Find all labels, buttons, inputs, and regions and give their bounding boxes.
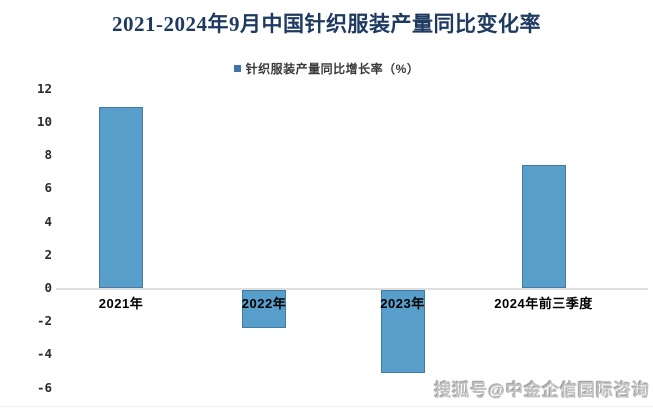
y-axis-tick-6: 6 [44,180,52,196]
bar-2021年 [99,107,143,288]
image-bottom-edge [0,406,653,407]
legend-label: 针织服装产量同比增长率（%） [245,61,420,76]
y-axis-tick--4: -4 [36,346,52,362]
y-axis-tick-10: 10 [36,114,52,129]
y-axis-tick-8: 8 [44,147,52,163]
bar-2022年 [242,290,286,329]
legend-marker-icon [233,64,241,72]
x-axis-zero-line [56,288,648,290]
y-axis-tick-0: 0 [44,280,52,295]
watermark: 搜狐号@中金企信国际咨询 [434,381,650,400]
legend: 针织服装产量同比增长率（%） [0,60,653,76]
y-axis-tick--2: -2 [36,313,52,329]
y-axis-tick-12: 12 [36,80,52,96]
chart-title: 2021-2024年9月中国针织服装产量同比变化率 [112,12,541,36]
y-axis-tick--6: -6 [36,379,52,395]
x-axis-label-2021年: 2021年 [98,296,144,311]
y-axis-tick-4: 4 [44,213,52,229]
x-axis-label-2022年: 2022年 [241,296,287,311]
bar-2024年前三季度 [521,165,566,288]
x-axis-label-2023年: 2023年 [380,296,425,311]
x-axis-label-2024年前三季度: 2024年前三季度 [494,296,593,311]
y-axis-tick-2: 2 [44,246,52,262]
bar-2023年 [380,290,425,373]
